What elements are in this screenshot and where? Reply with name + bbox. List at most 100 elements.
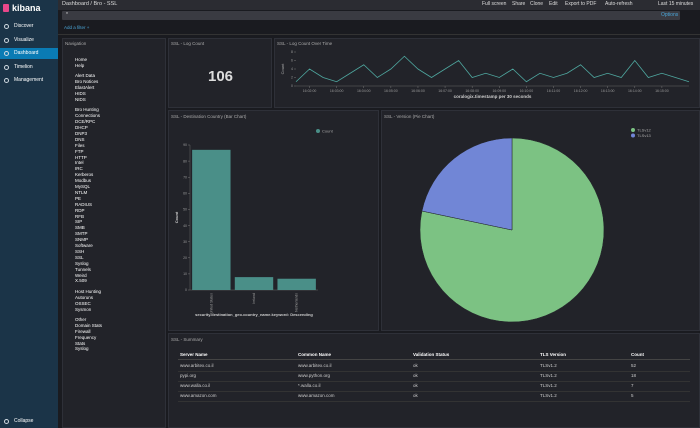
nav-link[interactable]: Help	[75, 62, 85, 68]
row-line	[178, 381, 690, 382]
nav-link[interactable]: Domain Stats	[75, 322, 103, 328]
nav-link[interactable]: Tunnels	[75, 266, 91, 272]
nav-link[interactable]: Kerberos	[75, 172, 94, 178]
y-tick-label: 80	[183, 159, 187, 163]
column-header[interactable]: Common Name	[298, 352, 332, 357]
nav-icon	[4, 78, 9, 83]
y-tick-label: 2	[291, 76, 293, 80]
breadcrumb: Dashboard / Bro - SSL	[62, 1, 118, 7]
x-tick-label: 16:14:00	[628, 89, 642, 93]
nav-icon	[4, 24, 9, 29]
panel-title: SSL - Version (Pie Chart)	[384, 114, 435, 119]
top-action[interactable]: Full screen	[482, 1, 507, 7]
nav-link[interactable]: RFB	[75, 213, 84, 219]
column-header[interactable]: Validation Status	[413, 352, 450, 357]
table-cell: www.walla.co.il	[180, 383, 211, 388]
nav-link[interactable]: DNS	[75, 136, 85, 142]
nav-group-title: Alert Data	[75, 73, 96, 79]
top-action[interactable]: Export to PDF	[565, 1, 597, 7]
nav-link[interactable]: PE	[75, 195, 82, 201]
nav-link[interactable]: ElastAlert	[75, 85, 95, 91]
nav-link[interactable]: Syslog	[75, 346, 89, 352]
y-tick-label: 60	[183, 192, 187, 196]
x-tick-label: Ireland	[252, 293, 256, 304]
nav-link[interactable]: Files	[75, 142, 85, 148]
y-tick-label: 70	[183, 175, 187, 179]
nav-link[interactable]: Sysmon	[75, 306, 92, 312]
column-header[interactable]: TLS Version	[540, 352, 567, 357]
pie-slice	[421, 137, 513, 231]
table-cell: pypi.org	[180, 373, 197, 378]
column-header[interactable]: Server Name	[180, 352, 208, 357]
sidebar-item[interactable]: Management	[14, 77, 44, 83]
nav-link[interactable]: SIP	[75, 219, 83, 225]
nav-link[interactable]: RDP	[75, 207, 85, 213]
nav-link[interactable]: FTP	[75, 148, 84, 154]
nav-link[interactable]: NIDS	[75, 96, 86, 102]
nav-link[interactable]: DCE/RPC	[75, 119, 96, 125]
nav-link[interactable]: NTLM	[75, 189, 88, 195]
x-tick-label: 16:09:00	[492, 89, 506, 93]
nav-link[interactable]: Intel	[75, 160, 84, 166]
collapse[interactable]: Collapse	[14, 418, 34, 424]
nav-link[interactable]: Bro Notices	[75, 79, 99, 85]
nav-link[interactable]: Syslog	[75, 260, 89, 266]
sidebar-item[interactable]: Visualize	[14, 36, 34, 43]
top-action[interactable]: Share	[512, 1, 526, 7]
search-query[interactable]: *	[66, 12, 68, 18]
nav-link[interactable]: SSH	[75, 248, 85, 254]
nav-link[interactable]: OSSEC	[75, 300, 91, 306]
x-tick-label: 16:02:00	[303, 89, 317, 93]
nav-link[interactable]: Connections	[75, 113, 101, 119]
nav-link[interactable]: MySQL	[75, 184, 91, 189]
nav-link[interactable]: SMB	[75, 225, 85, 231]
sidebar-item[interactable]: Discover	[14, 23, 34, 29]
x-tick-label: 16:13:00	[601, 89, 615, 93]
table-cell: ok	[413, 363, 418, 368]
options-button[interactable]: Options	[661, 12, 679, 18]
time-picker[interactable]: Last 15 minutes	[658, 1, 694, 7]
bar-chart: 0 10 20 30 40 50 60 70 80 90 Count security.destina…	[174, 129, 334, 318]
y-tick-label: 0	[291, 84, 293, 88]
top-action[interactable]: Clone	[530, 1, 544, 7]
nav-link[interactable]: Modbus	[75, 178, 92, 184]
nav-link[interactable]: SMTP	[75, 231, 88, 237]
nav-link[interactable]: Software	[75, 243, 93, 248]
nav-link[interactable]: Home	[75, 57, 88, 62]
add-filter[interactable]: Add a filter +	[64, 25, 90, 30]
nav-link[interactable]: X.509	[75, 278, 87, 284]
y-tick-label: 6	[291, 59, 293, 63]
panel-title: SSL - Log Count	[171, 41, 205, 46]
nav-link[interactable]: Weird	[75, 272, 87, 278]
logo-icon	[3, 4, 9, 12]
nav-link[interactable]: DHCP	[75, 125, 88, 130]
nav-link[interactable]: Frequency	[75, 334, 97, 340]
nav-link[interactable]: Firewall	[75, 328, 91, 334]
sidebar-item[interactable]: Timelion	[14, 63, 33, 70]
nav-link[interactable]: RADIUS	[75, 201, 93, 207]
nav-link[interactable]: Autoruns	[75, 294, 94, 300]
row-line	[178, 401, 690, 402]
top-action[interactable]: Edit	[549, 1, 558, 7]
table-cell: 5	[631, 393, 634, 398]
nav-link[interactable]: SSL	[75, 254, 84, 260]
nav-link[interactable]: SNMP	[75, 237, 89, 243]
nav-icon	[4, 51, 9, 56]
column-header[interactable]: Count	[631, 352, 644, 357]
nav-link[interactable]: DNP3	[75, 130, 88, 136]
x-tick-label: United States	[209, 293, 213, 314]
nav-link[interactable]: IRC	[75, 166, 83, 172]
legend-swatch	[631, 128, 635, 132]
sidebar-item[interactable]: Dashboard	[14, 50, 39, 56]
legend-swatch	[631, 133, 635, 138]
panel	[62, 38, 166, 428]
logo: kibana	[12, 3, 41, 13]
top-action[interactable]: Auto-refresh	[605, 1, 633, 7]
nav-link[interactable]: Stats	[75, 340, 86, 346]
nav-link[interactable]: HTTP	[75, 154, 87, 160]
panel-title: SSL - Summary	[171, 337, 203, 342]
search-bar	[62, 11, 680, 20]
row-line	[178, 371, 690, 372]
nav-link[interactable]: HIDS	[75, 91, 86, 96]
